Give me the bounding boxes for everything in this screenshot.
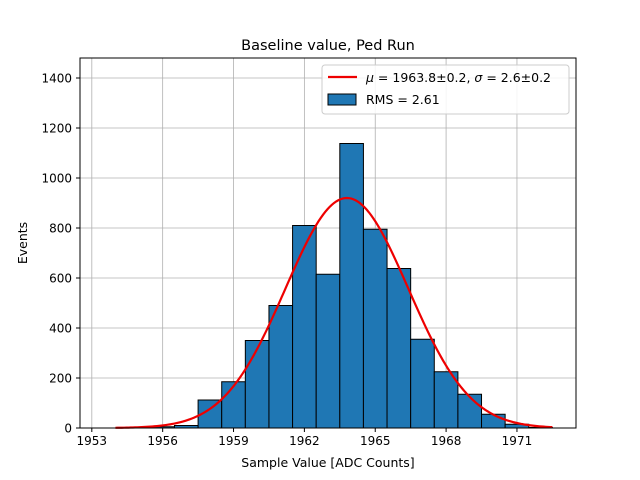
x-axis-ticks: 1953 1956 1959 1962 1965 1968 1971	[77, 428, 533, 448]
histogram-bar	[339, 143, 364, 429]
histogram-bar	[221, 381, 246, 429]
y-axis-ticks: 0 200 400 600 800 1000 1200 1400	[41, 72, 80, 436]
x-tick-label: 1962	[289, 434, 320, 448]
y-tick-label: 200	[49, 372, 72, 386]
x-tick-label: 1968	[431, 434, 462, 448]
y-tick-label: 1400	[41, 72, 72, 86]
plot-frame	[79, 57, 577, 429]
legend-box	[321, 64, 570, 115]
x-tick-label: 1971	[502, 434, 533, 448]
histogram-bar	[433, 371, 459, 429]
y-tick-label: 0	[64, 422, 72, 436]
chart-title: Baseline value, Ped Run	[241, 38, 415, 54]
gaussian-fit-curve	[115, 196, 553, 429]
histogram-bar	[315, 273, 341, 429]
x-tick-label: 1959	[218, 434, 249, 448]
x-tick-label: 1965	[360, 434, 391, 448]
legend-histogram-label: RMS = 2.61	[366, 92, 440, 107]
x-tick-label: 1953	[77, 434, 108, 448]
histogram-bar	[292, 225, 317, 429]
y-tick-label: 600	[49, 272, 72, 286]
histogram-bar	[362, 228, 388, 429]
y-tick-label: 800	[49, 222, 72, 236]
histogram-bar	[268, 305, 294, 429]
histogram-bars	[126, 143, 553, 429]
histogram-bar	[244, 340, 270, 429]
histogram-bar	[410, 338, 435, 429]
y-tick-label: 1200	[41, 122, 72, 136]
y-axis-label: Events	[15, 222, 30, 264]
histogram-bar	[481, 413, 506, 429]
x-tick-label: 1956	[147, 434, 178, 448]
y-tick-label: 400	[49, 322, 72, 336]
legend: μ = 1963.8±0.2, σ = 2.6±0.2 RMS = 2.61	[321, 64, 570, 115]
x-axis-label: Sample Value [ADC Counts]	[241, 455, 414, 470]
legend-fit-label: μ = 1963.8±0.2, σ = 2.6±0.2	[365, 70, 551, 85]
histogram-bar	[386, 268, 412, 429]
histogram-bar	[457, 393, 483, 429]
y-tick-label: 1000	[41, 172, 72, 186]
legend-histogram-swatch	[327, 93, 357, 106]
